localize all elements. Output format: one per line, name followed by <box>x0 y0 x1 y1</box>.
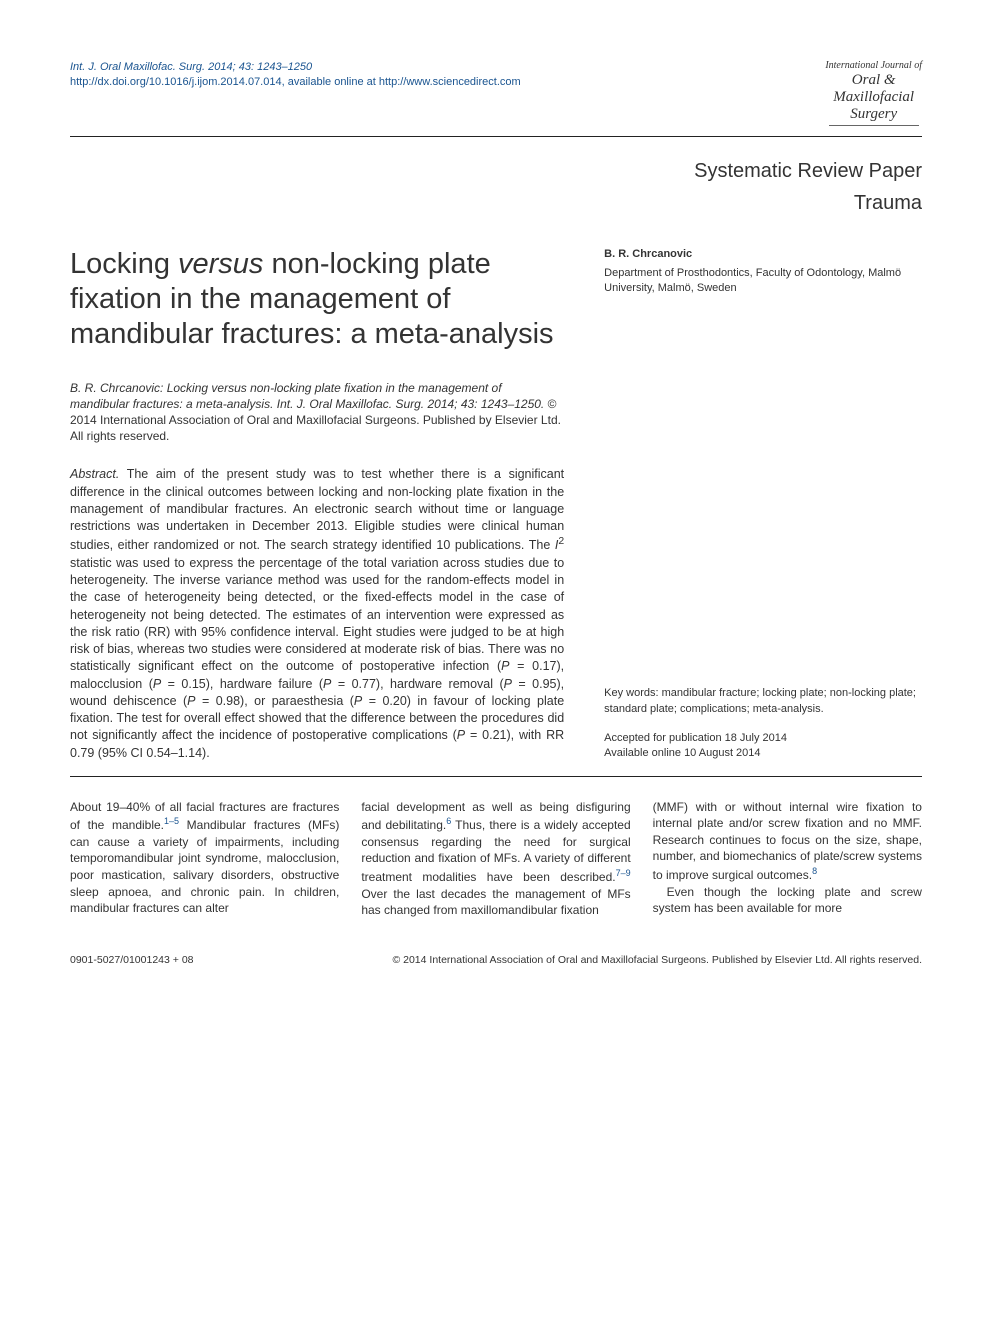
abstract-row: Abstract. The aim of the present study w… <box>70 466 922 761</box>
side-info: Key words: mandibular fracture; locking … <box>604 686 922 762</box>
logo-line-2: Oral & <box>825 72 922 89</box>
c2s2[interactable]: 7–9 <box>616 868 631 878</box>
article-title: Locking versus non-locking plate fixatio… <box>70 247 564 351</box>
abstract-label: Abstract. <box>70 467 119 481</box>
author-name: B. R. Chrcanovic <box>604 247 922 262</box>
keywords: Key words: mandibular fracture; locking … <box>604 686 922 717</box>
article-type: Systematic Review Paper <box>70 157 922 185</box>
doi-link[interactable]: http://dx.doi.org/10.1016/j.ijom.2014.07… <box>70 76 282 88</box>
body-col-3: (MMF) with or without internal wire fixa… <box>653 799 922 919</box>
page-header: Int. J. Oral Maxillofac. Surg. 2014; 43:… <box>70 60 922 126</box>
body-col-2: facial development as well as being disf… <box>361 799 630 919</box>
citation-italic: B. R. Chrcanovic: Locking versus non-loc… <box>70 381 544 411</box>
available-date: Available online 10 August 2014 <box>604 746 922 761</box>
c2t3: Over the last decades the management of … <box>361 887 630 918</box>
title-pre: Locking <box>70 248 178 280</box>
p3: = 0.77), hardware removal ( <box>331 677 503 691</box>
logo-line-4: Surgery <box>825 106 922 123</box>
logo-line-3: Maxillofacial <box>825 89 922 106</box>
abstract-text: Abstract. The aim of the present study w… <box>70 466 564 761</box>
p6v: P <box>354 694 362 708</box>
p2v: P <box>153 677 161 691</box>
header-citation: Int. J. Oral Maxillofac. Surg. 2014; 43:… <box>70 60 521 91</box>
citation-suffix: , available online at http://www.science… <box>282 76 521 88</box>
c3p2: Even though the locking plate and screw … <box>653 884 922 917</box>
logo-underline <box>829 125 919 126</box>
p7v: P <box>457 728 465 742</box>
top-divider <box>70 136 922 137</box>
title-row: Locking versus non-locking plate fixatio… <box>70 247 922 351</box>
logo-line-1: International Journal of <box>825 60 922 72</box>
footer-left: 0901-5027/01001243 + 08 <box>70 953 194 968</box>
citation-block: B. R. Chrcanovic: Locking versus non-loc… <box>70 380 564 445</box>
c3s1[interactable]: 8 <box>812 866 817 876</box>
abstract-t2: statistic was used to express the percen… <box>70 556 564 674</box>
i2-sup: 2 <box>558 536 564 547</box>
p4v: P <box>504 677 512 691</box>
author-block: B. R. Chrcanovic Department of Prosthodo… <box>604 247 922 351</box>
p2: = 0.15), hardware failure ( <box>161 677 323 691</box>
p5: = 0.98), or paraesthesia ( <box>196 694 354 708</box>
abstract-t1: The aim of the present study was to test… <box>70 467 564 552</box>
p5v: P <box>187 694 195 708</box>
c3t1: (MMF) with or without internal wire fixa… <box>653 800 922 882</box>
journal-logo: International Journal of Oral & Maxillof… <box>825 60 922 126</box>
title-italic: versus <box>178 248 263 280</box>
c1t2: Mandibular fractures (MFs) can cause a v… <box>70 818 339 915</box>
mid-divider <box>70 776 922 777</box>
body-col-1: About 19–40% of all facial fractures are… <box>70 799 339 919</box>
body-columns: About 19–40% of all facial fractures are… <box>70 799 922 919</box>
page-footer: 0901-5027/01001243 + 08 © 2014 Internati… <box>70 953 922 968</box>
citation-line-2: http://dx.doi.org/10.1016/j.ijom.2014.07… <box>70 75 521 90</box>
accepted-date: Accepted for publication 18 July 2014 <box>604 731 922 746</box>
author-affiliation: Department of Prosthodontics, Faculty of… <box>604 266 922 297</box>
footer-right: © 2014 International Association of Oral… <box>392 953 922 968</box>
citation-line-1: Int. J. Oral Maxillofac. Surg. 2014; 43:… <box>70 60 521 75</box>
article-subtype: Trauma <box>70 189 922 217</box>
c1s1[interactable]: 1–5 <box>164 816 179 826</box>
